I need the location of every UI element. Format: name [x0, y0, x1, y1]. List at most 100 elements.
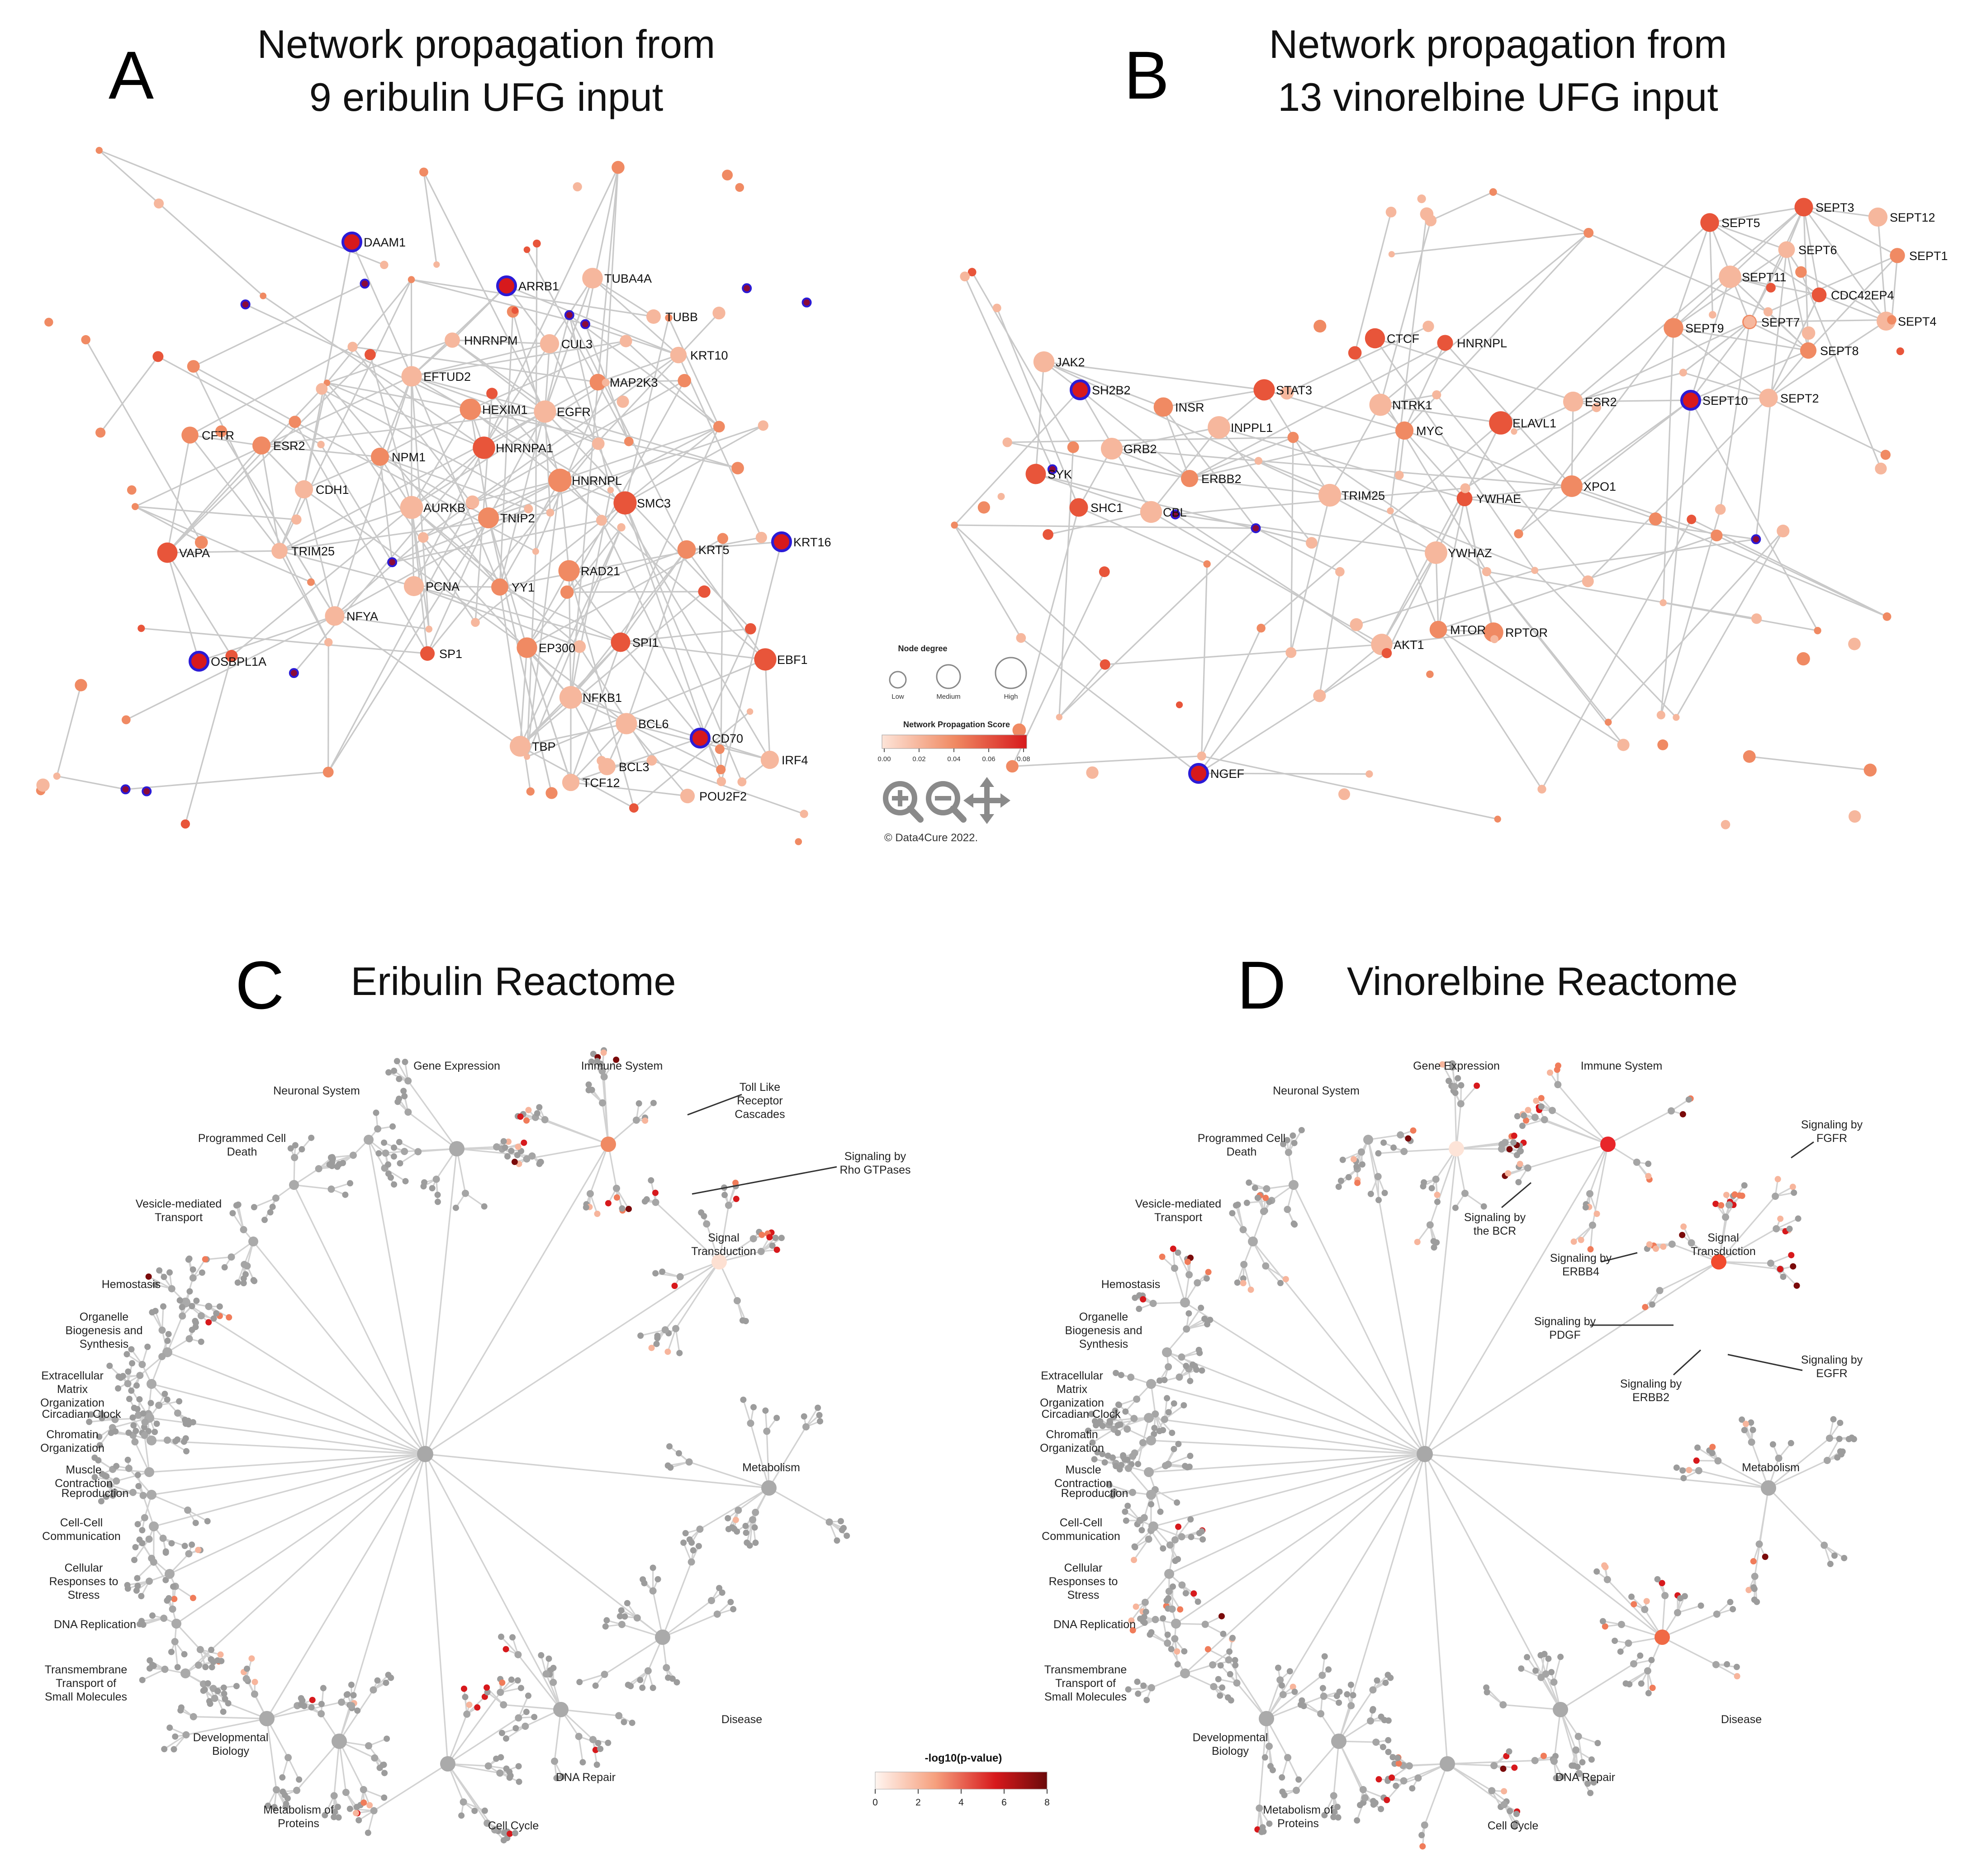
panel-d-leaf-node[interactable]	[1694, 1444, 1701, 1451]
panel-a-node[interactable]	[120, 784, 131, 795]
panel-b-node[interactable]	[1794, 198, 1813, 217]
panel-d-leaf-node[interactable]	[1181, 1648, 1188, 1655]
panel-c-leaf-node[interactable]	[271, 1804, 278, 1810]
panel-c-branch-node[interactable]	[644, 1667, 652, 1675]
panel-c-leaf-node[interactable]	[129, 1414, 136, 1421]
panel-c-leaf-node[interactable]	[772, 1235, 779, 1241]
panel-c-leaf-node[interactable]	[640, 1576, 646, 1583]
panel-d-leaf-node[interactable]	[1506, 1748, 1512, 1755]
panel-b-node[interactable]	[1715, 504, 1726, 515]
panel-d-leaf-node[interactable]	[1085, 1427, 1091, 1434]
panel-a-node[interactable]	[401, 366, 422, 387]
panel-d-leaf-node[interactable]	[1420, 1183, 1427, 1190]
panel-c-branch-node[interactable]	[550, 1678, 557, 1686]
panel-c-leaf-node[interactable]	[283, 1800, 289, 1807]
panel-c-leaf-node[interactable]	[397, 1160, 403, 1167]
panel-d-leaf-node[interactable]	[1336, 1699, 1342, 1706]
panel-c-branch-node[interactable]	[159, 1535, 167, 1542]
panel-b-node[interactable]	[1649, 512, 1662, 526]
panel-a-node[interactable]	[698, 585, 711, 598]
panel-d-branch-node[interactable]	[1369, 1686, 1377, 1694]
panel-d-leaf-node[interactable]	[1286, 1668, 1293, 1675]
panel-b-node[interactable]	[1318, 483, 1342, 507]
panel-d-leaf-node[interactable]	[1171, 1445, 1177, 1452]
panel-b-node[interactable]	[1251, 523, 1261, 534]
panel-d-leaf-node[interactable]	[1275, 1664, 1281, 1671]
panel-a-node[interactable]	[486, 388, 498, 399]
panel-d-leaf-node[interactable]	[1511, 1132, 1517, 1139]
panel-d-leaf-node[interactable]	[1095, 1420, 1102, 1427]
panel-c-hub-node[interactable]	[149, 1521, 159, 1531]
panel-d-branch-node[interactable]	[1397, 1131, 1404, 1139]
panel-c-leaf-node[interactable]	[98, 1411, 105, 1417]
panel-d-branch-node[interactable]	[1748, 1438, 1755, 1446]
panel-c-hub-node[interactable]	[147, 1379, 156, 1389]
panel-c-leaf-node[interactable]	[682, 1530, 689, 1537]
panel-c-leaf-node[interactable]	[171, 1746, 177, 1753]
panel-c-leaf-node[interactable]	[773, 1246, 780, 1253]
panel-b-node[interactable]	[1067, 441, 1079, 453]
panel-c-branch-node[interactable]	[600, 1073, 608, 1080]
panel-c-leaf-node[interactable]	[166, 1724, 173, 1731]
panel-c-leaf-node[interactable]	[221, 1690, 228, 1697]
panel-c-leaf-node[interactable]	[545, 1655, 552, 1662]
panel-d-leaf-node[interactable]	[1434, 1199, 1441, 1205]
panel-c-leaf-node[interactable]	[190, 1266, 196, 1273]
panel-d-leaf-node[interactable]	[1788, 1252, 1795, 1259]
panel-d-leaf-node[interactable]	[1175, 1249, 1181, 1256]
panel-d-hub-node[interactable]	[1146, 1379, 1156, 1389]
panel-c-leaf-node[interactable]	[481, 1203, 488, 1210]
panel-c-leaf-node[interactable]	[816, 1412, 823, 1418]
panel-b-node[interactable]	[1759, 388, 1778, 407]
panel-d-leaf-node[interactable]	[1374, 1677, 1380, 1684]
panel-c-branch-node[interactable]	[542, 1670, 550, 1678]
panel-d-branch-node[interactable]	[1279, 1691, 1287, 1698]
panel-c-leaf-node[interactable]	[592, 1682, 599, 1689]
panel-d-leaf-node[interactable]	[1512, 1820, 1519, 1827]
panel-d-leaf-node[interactable]	[1131, 1557, 1138, 1563]
panel-c-branch-node[interactable]	[484, 1819, 491, 1827]
panel-c-branch-node[interactable]	[141, 1418, 149, 1426]
panel-c-leaf-node[interactable]	[334, 1804, 341, 1810]
panel-d-leaf-node[interactable]	[1335, 1814, 1342, 1821]
panel-c-leaf-node[interactable]	[391, 1181, 398, 1188]
panel-b-node[interactable]	[1848, 638, 1861, 650]
panel-a-node[interactable]	[716, 764, 726, 775]
panel-c-branch-node[interactable]	[461, 1189, 469, 1197]
panel-b-node[interactable]	[1056, 714, 1063, 720]
panel-c-leaf-node[interactable]	[214, 1657, 221, 1664]
panel-a-node[interactable]	[677, 540, 696, 559]
panel-c-leaf-node[interactable]	[160, 1303, 166, 1310]
panel-c-leaf-node[interactable]	[166, 1269, 173, 1276]
panel-d-leaf-node[interactable]	[1546, 1069, 1553, 1076]
panel-c-leaf-node[interactable]	[673, 1679, 680, 1686]
panel-c-leaf-node[interactable]	[213, 1310, 220, 1317]
panel-d-leaf-node[interactable]	[1243, 1199, 1250, 1206]
panel-d-leaf-node[interactable]	[1160, 1427, 1166, 1434]
panel-d-branch-node[interactable]	[1524, 1164, 1531, 1172]
panel-c-leaf-node[interactable]	[162, 1577, 169, 1583]
panel-d-leaf-node[interactable]	[1125, 1686, 1132, 1693]
panel-c-leaf-node[interactable]	[347, 1180, 354, 1187]
panel-c-branch-node[interactable]	[211, 1695, 218, 1702]
panel-d-leaf-node[interactable]	[1517, 1161, 1523, 1167]
panel-a-node[interactable]	[370, 447, 389, 466]
panel-d-leaf-node[interactable]	[1115, 1401, 1122, 1408]
panel-d-leaf-node[interactable]	[1643, 1598, 1650, 1605]
panel-c-hub-node[interactable]	[147, 1435, 156, 1445]
panel-c-leaf-node[interactable]	[326, 1161, 333, 1168]
panel-d-leaf-node[interactable]	[1163, 1597, 1170, 1604]
panel-d-leaf-node[interactable]	[1229, 1634, 1236, 1641]
panel-b-node[interactable]	[1679, 369, 1687, 377]
panel-b-node[interactable]	[1313, 689, 1326, 702]
panel-d-leaf-node[interactable]	[1140, 1682, 1147, 1689]
panel-c-branch-node[interactable]	[349, 1151, 357, 1159]
panel-c-leaf-node[interactable]	[743, 1530, 749, 1536]
panel-c-hub-node[interactable]	[761, 1480, 777, 1496]
panel-c-leaf-node[interactable]	[716, 1585, 723, 1592]
panel-c-leaf-node[interactable]	[138, 1593, 145, 1600]
panel-b-node[interactable]	[1875, 462, 1887, 475]
panel-d-leaf-node[interactable]	[1787, 1440, 1794, 1446]
panel-c-leaf-node[interactable]	[402, 1178, 409, 1184]
panel-c-leaf-node[interactable]	[434, 1199, 441, 1205]
